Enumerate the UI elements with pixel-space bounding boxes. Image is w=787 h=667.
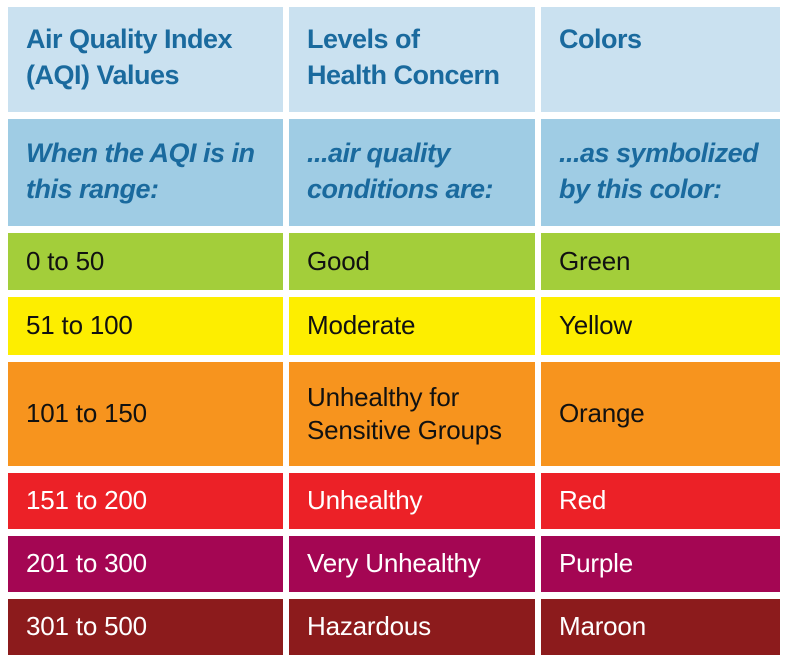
row-moderate-level: Moderate (289, 297, 535, 355)
row-moderate-color: Yellow (541, 297, 780, 355)
row-usg-level: Unhealthy for Sensitive Groups (289, 362, 535, 466)
row-hazardous-range: 301 to 500 (8, 599, 283, 655)
row-usg-color: Orange (541, 362, 780, 466)
column-header-health-concern: Levels of Health Concern (289, 7, 535, 112)
column-header-aqi-values: Air Quality Index (AQI) Values (8, 7, 283, 112)
column-header-colors: Colors (541, 7, 780, 112)
row-usg-range: 101 to 150 (8, 362, 283, 466)
row-unhealthy-color: Red (541, 473, 780, 529)
row-good-color: Green (541, 233, 780, 290)
column-subtitle-aqi-values: When the AQI is in this range: (8, 119, 283, 226)
aqi-table-grid: Air Quality Index (AQI) Values Levels of… (8, 7, 780, 655)
column-subtitle-colors: ...as symbolized by this color: (541, 119, 780, 226)
row-very-unhealthy-range: 201 to 300 (8, 536, 283, 592)
row-unhealthy-level: Unhealthy (289, 473, 535, 529)
column-subtitle-health-concern: ...air quality conditions are: (289, 119, 535, 226)
row-moderate-range: 51 to 100 (8, 297, 283, 355)
row-hazardous-level: Hazardous (289, 599, 535, 655)
row-unhealthy-range: 151 to 200 (8, 473, 283, 529)
row-very-unhealthy-level: Very Unhealthy (289, 536, 535, 592)
row-very-unhealthy-color: Purple (541, 536, 780, 592)
row-good-level: Good (289, 233, 535, 290)
row-good-range: 0 to 50 (8, 233, 283, 290)
row-hazardous-color: Maroon (541, 599, 780, 655)
